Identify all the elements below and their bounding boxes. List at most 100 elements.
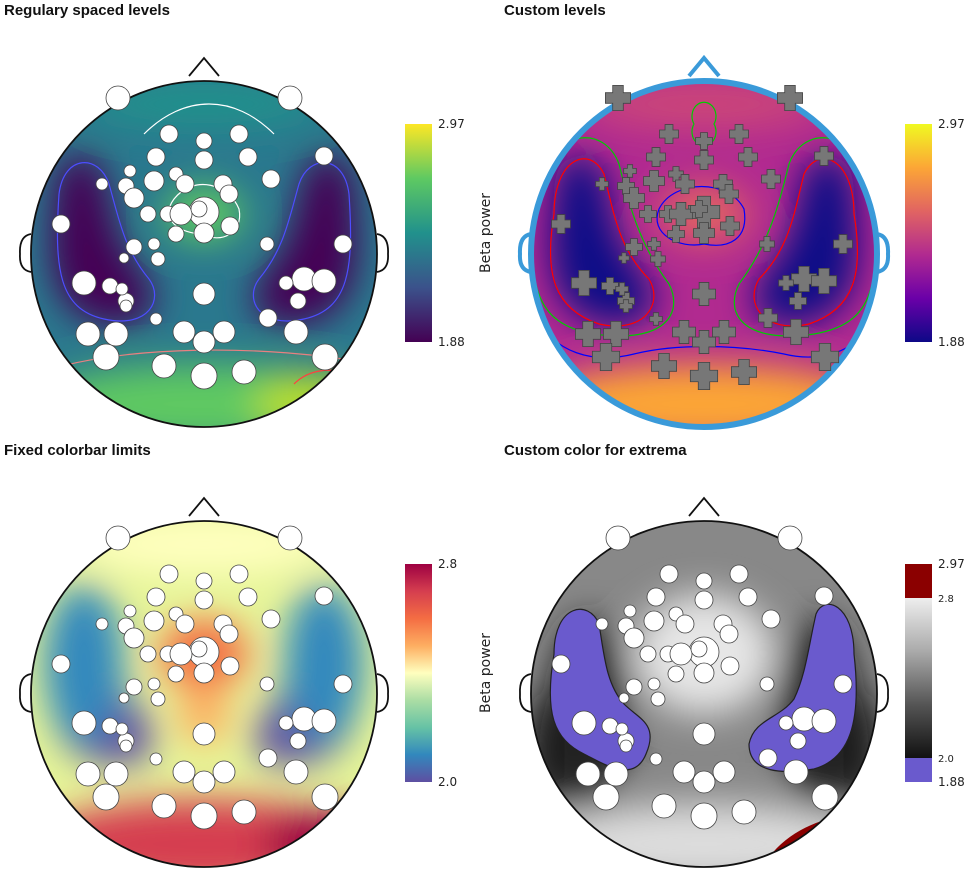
sensor-markers (51, 85, 353, 390)
sensor-marker (605, 85, 631, 111)
colorbar-label: Beta power (478, 633, 494, 713)
contour-line (252, 162, 352, 322)
sensor-marker (123, 164, 137, 178)
contour-line (143, 103, 275, 135)
sensor-marker (289, 732, 307, 750)
sensor-marker (150, 251, 166, 267)
sensor-marker (167, 665, 185, 683)
sensor-marker (194, 150, 214, 170)
sensor-marker (150, 691, 166, 707)
sensor-marker (712, 760, 736, 784)
sensor-marker (147, 677, 161, 691)
sensor-marker (231, 799, 257, 825)
colorbar-label: Beta power (478, 193, 494, 273)
sensor-marker (672, 760, 696, 784)
sensor-marker (761, 609, 781, 629)
sensor-marker (192, 722, 216, 746)
sensor-marker (618, 252, 630, 264)
sensor-marker (791, 266, 817, 292)
sensor-marker (761, 169, 781, 189)
nose-outline (188, 496, 220, 517)
colorbar-tick-max: 2.97 (438, 117, 465, 131)
sensor-marker (729, 124, 749, 144)
sensor-marker (692, 770, 716, 794)
sensor-marker (92, 783, 120, 811)
colorbar-gradient (405, 564, 432, 782)
colorbar-tick-min: 1.88 (438, 335, 465, 349)
sensor-marker (669, 642, 693, 666)
sensor-marker (833, 234, 853, 254)
sensor-marker (623, 627, 645, 649)
sensor-marker (595, 617, 609, 631)
sensor-marker (720, 216, 740, 236)
colorbar-high-block (905, 564, 932, 598)
sensor-marker (190, 200, 208, 218)
sensor-marker (219, 624, 239, 644)
sensor-markers (551, 85, 853, 391)
sensor-markers (551, 525, 853, 830)
right-ear-outline (876, 232, 891, 274)
sensor-marker (95, 617, 109, 631)
sensor-marker (151, 353, 177, 379)
contour-line (532, 137, 675, 337)
sensor-marker (623, 187, 645, 209)
sensor-marker (123, 627, 145, 649)
sensor-marker (690, 802, 718, 830)
sensor-marker (101, 277, 119, 295)
sensor-markers (51, 525, 353, 830)
sensor-marker (692, 282, 716, 306)
colorbar-tick-min: 2.0 (438, 775, 457, 789)
sensor-marker (643, 610, 665, 632)
sensor-marker (738, 587, 758, 607)
sensor-marker (738, 147, 758, 167)
sensor-marker (219, 184, 239, 204)
sensor-marker (105, 85, 131, 111)
sensor-marker (103, 321, 129, 347)
sensor-marker (147, 237, 161, 251)
head-outline (530, 520, 878, 868)
topomap-svg: 2.97 1.88 Beta power (19, 56, 494, 428)
sensor-marker (278, 715, 294, 731)
sensor-marker (194, 590, 214, 610)
field-region (284, 584, 364, 744)
sensor-marker (172, 320, 196, 344)
sensor-marker (731, 799, 757, 825)
nose-outline (687, 54, 721, 78)
colorbar-tick-high-cut: 2.8 (938, 594, 954, 605)
sensor-marker (258, 308, 278, 328)
sensor-marker (95, 177, 109, 191)
sensor-marker (719, 624, 739, 644)
sensor-marker (789, 292, 807, 310)
sensor-marker (615, 722, 629, 736)
sensor-marker (105, 525, 131, 551)
sensor-marker (575, 321, 601, 347)
colorbar-tick-max: 2.97 (938, 117, 965, 131)
sensor-marker (623, 604, 637, 618)
sensor-marker (220, 216, 240, 236)
head-outline (528, 78, 880, 430)
right-ear-outline (376, 233, 389, 273)
panel-fixed-limits: Fixed colorbar limits 2.8 2.0 Beta power (0, 440, 494, 876)
sensor-marker (603, 321, 629, 347)
sensor-marker (169, 642, 193, 666)
sensor-marker (675, 614, 695, 634)
sensor-marker (283, 319, 309, 345)
sensor-marker (619, 299, 633, 313)
sensor-marker (123, 604, 137, 618)
sensor-marker (192, 282, 216, 306)
contour-line (549, 158, 655, 327)
sensor-marker (695, 132, 713, 150)
sensor-marker (625, 238, 643, 256)
sensor-marker (719, 184, 739, 204)
sensor-marker (601, 717, 619, 735)
sensor-marker (571, 270, 597, 296)
sensor-marker (759, 236, 775, 252)
sensor-marker (777, 525, 803, 551)
sensor-marker (311, 783, 339, 811)
sensor-marker (651, 353, 677, 379)
colorbar-gradient (905, 124, 932, 342)
sensor-marker (646, 147, 666, 167)
sensor-marker (172, 760, 196, 784)
sensor-marker (693, 222, 715, 244)
